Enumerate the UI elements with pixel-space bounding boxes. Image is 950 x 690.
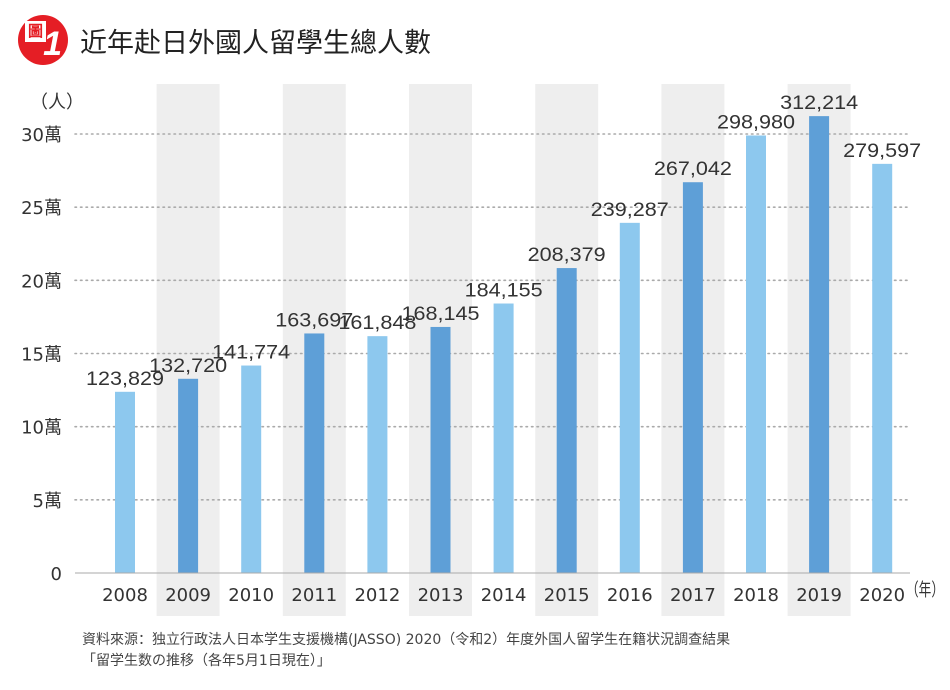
- value-label-2012: 161,848: [338, 313, 416, 334]
- bar-2010: [241, 365, 262, 573]
- bar-2019: [809, 116, 830, 574]
- bar-2012: [367, 336, 388, 573]
- x-tick-label-2017: 2017: [670, 585, 716, 606]
- x-tick-label-2010: 2010: [228, 585, 274, 606]
- bar-2018: [746, 135, 766, 573]
- value-label-2008: 123,829: [86, 369, 164, 390]
- value-label-2019: 312,214: [780, 93, 858, 114]
- x-tick-label-2020: 2020: [859, 585, 905, 606]
- value-label-2009: 132,720: [149, 356, 227, 377]
- bar-2009: [178, 378, 199, 573]
- y-tick-label-100000: 10萬: [21, 418, 62, 439]
- x-tick-label-2011: 2011: [291, 585, 337, 606]
- value-label-2010: 141,774: [212, 343, 290, 364]
- grid-lines: [74, 133, 911, 501]
- x-axis-unit-label: （年）: [906, 580, 944, 601]
- y-tick-label-250000: 25萬: [21, 198, 62, 219]
- y-tick-label-300000: 30萬: [21, 125, 62, 146]
- x-tick-label-2013: 2013: [418, 585, 464, 606]
- figure-badge: 圖 1: [18, 15, 68, 65]
- value-label-2018: 298,980: [717, 112, 795, 133]
- x-tick-label-2018: 2018: [733, 585, 779, 606]
- x-axis-ticks: 2008 2009 2010 2011 2012 2013 2014 2015 2016 2017…: [102, 585, 905, 606]
- x-tick-label-2016: 2016: [607, 585, 653, 606]
- value-label-2013: 168,145: [402, 304, 480, 325]
- y-tick-label-150000: 15萬: [21, 345, 62, 366]
- x-tick-label-2014: 2014: [481, 585, 527, 606]
- bar-2014: [493, 303, 514, 573]
- data-source: 資料來源：独立行政法人日本学生支援機構(JASSO) 2020（令和2）年度外国…: [82, 630, 730, 672]
- bar-2011: [304, 333, 325, 573]
- x-tick-label-2015: 2015: [544, 585, 590, 606]
- chart-header: 圖 1 近年赴日外國人留學生總人數: [18, 14, 431, 66]
- bar-2016: [619, 222, 640, 573]
- value-label-2014: 184,155: [465, 281, 543, 302]
- bar-2017: [682, 182, 703, 573]
- x-tick-label-2019: 2019: [796, 585, 842, 606]
- bar-2015: [556, 268, 577, 573]
- x-tick-label-2009: 2009: [165, 585, 211, 606]
- y-tick-label-200000: 20萬: [21, 271, 62, 292]
- y-axis-unit-label: （人）: [30, 92, 84, 113]
- value-label-2016: 239,287: [591, 200, 669, 221]
- chart-title: 近年赴日外國人留學生總人數: [80, 27, 431, 59]
- value-label-2011: 163,697: [275, 310, 353, 331]
- x-tick-label-2008: 2008: [102, 585, 148, 606]
- figure-badge-label: 圖: [25, 21, 46, 42]
- figure-badge-number: 1: [43, 25, 62, 63]
- source-line-1: 資料來源：独立行政法人日本学生支援機構(JASSO) 2020（令和2）年度外国…: [82, 632, 731, 648]
- bar-2008: [115, 391, 135, 573]
- y-tick-label-0: 0: [51, 564, 62, 585]
- bars: [115, 116, 893, 574]
- y-axis-ticks: 0 5萬 10萬 15萬 20萬 25萬 30萬: [21, 125, 62, 585]
- value-label-2020: 279,597: [843, 141, 921, 162]
- source-line-2: 「留学生数の推移（各年5月1日現在）」: [82, 653, 331, 669]
- bar-2013: [430, 326, 451, 573]
- x-tick-label-2012: 2012: [354, 585, 400, 606]
- y-tick-label-50000: 5萬: [33, 491, 62, 512]
- bar-2020: [872, 163, 893, 573]
- value-label-2015: 208,379: [528, 245, 606, 266]
- value-label-2017: 267,042: [654, 159, 732, 180]
